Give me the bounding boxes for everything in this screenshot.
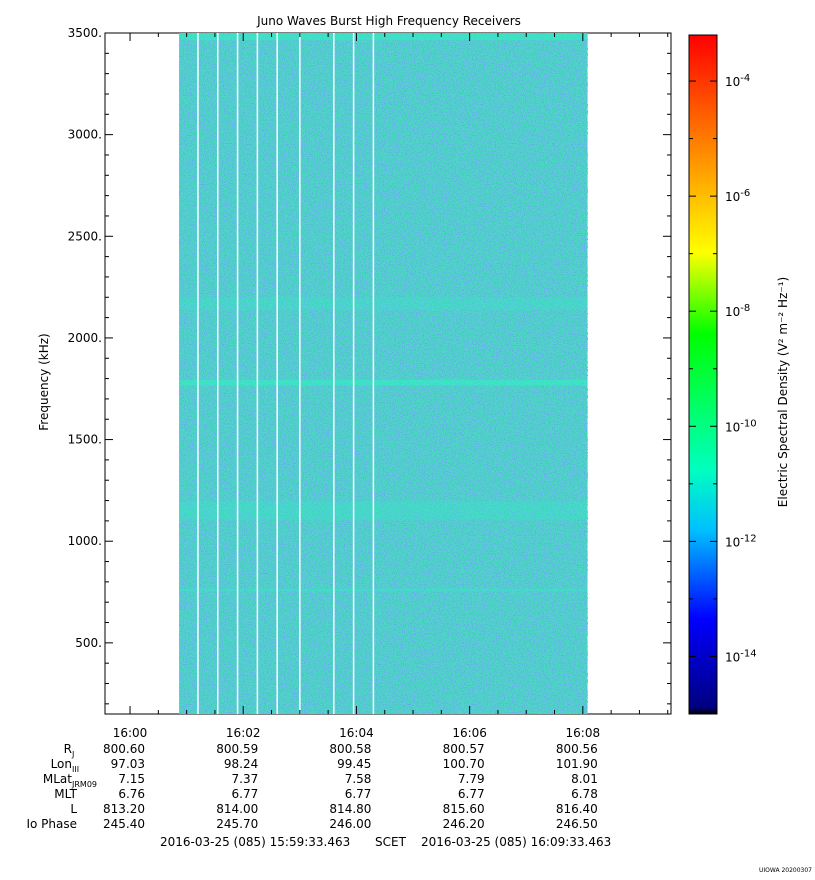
emission-band [179, 379, 588, 386]
ephemeris-row-label: L [70, 802, 77, 816]
ephemeris-value: 7.15 [118, 772, 145, 786]
emission-band [179, 297, 588, 310]
credit-text: UIOWA 20200307 [759, 867, 812, 874]
emission-band [179, 501, 588, 520]
ephemeris-value: 246.00 [329, 817, 371, 831]
ephemeris-value: 6.77 [345, 787, 372, 801]
ephemeris-value: 246.20 [443, 817, 485, 831]
y-tick-label: 2500. [68, 229, 102, 243]
ephemeris-row-subscript: J [71, 750, 74, 759]
ephemeris-value: 6.78 [571, 787, 598, 801]
y-tick-label: 3000. [68, 128, 102, 142]
ephemeris-row-label: MLat [43, 772, 72, 786]
emission-band [179, 34, 588, 41]
ephemeris-value: 6.77 [458, 787, 485, 801]
y-tick-label: 3500. [68, 26, 102, 40]
colorbar: 10-4 10-6 10-8 10-10 10-12 10-14 [688, 34, 757, 715]
footer-end: 2016-03-25 (085) 16:09:33.463 [421, 835, 611, 849]
x-axis-ticks: 16:00 16:02 16:04 16:06 16:08 [113, 33, 669, 740]
y-tick-label: 500. [75, 636, 102, 650]
ephemeris-value: 813.20 [103, 802, 145, 816]
y-axis-label: Frequency (kHz) [37, 333, 51, 430]
ephemeris-value: 245.40 [103, 817, 145, 831]
y-tick-label: 1000. [68, 534, 102, 548]
ephemeris-row-label: Lon [51, 757, 72, 771]
ephemeris-value: 815.60 [443, 802, 485, 816]
plot-area: 3500. 3000. 2500. 2000. 1500. 1000. 500. 16:00… [68, 26, 672, 740]
ephemeris-value: 245.70 [216, 817, 258, 831]
ephemeris-value: 6.77 [232, 787, 259, 801]
x-tick-label: 16:06 [452, 726, 487, 740]
ephemeris-row-label: R [64, 742, 72, 756]
ephemeris-row-label: Io Phase [26, 817, 77, 831]
ephemeris-value: 246.50 [556, 817, 598, 831]
ephemeris-value: 8.01 [571, 772, 598, 786]
x-tick-label: 16:00 [113, 726, 148, 740]
ephemeris-value: 7.58 [345, 772, 372, 786]
chart-title: Juno Waves Burst High Frequency Receiver… [256, 14, 521, 28]
ephemeris-value: 800.58 [329, 742, 371, 756]
ephemeris-value: 814.00 [216, 802, 258, 816]
ephemeris-value: 800.57 [443, 742, 485, 756]
colorbar-tick-label: 10-6 [725, 188, 750, 204]
ephemeris-row-subscript: JRM09 [71, 780, 97, 789]
ephemeris-table: R J 800.60 800.59 800.58 800.57 800.56 Lon III 97… [26, 742, 597, 831]
y-tick-label: 2000. [68, 331, 102, 345]
ephemeris-value: 6.76 [118, 787, 145, 801]
data-gaps [197, 33, 375, 714]
colorbar-gradient [688, 34, 718, 715]
ephemeris-value: 101.90 [556, 757, 598, 771]
spectrogram-speckle [179, 33, 588, 714]
footer-start: 2016-03-25 (085) 15:59:33.463 [160, 835, 350, 849]
ephemeris-value: 800.59 [216, 742, 258, 756]
ephemeris-value: 814.80 [329, 802, 371, 816]
colorbar-tick-label: 10-8 [725, 303, 750, 319]
ephemeris-value: 100.70 [443, 757, 485, 771]
ephemeris-row-label: MLT [54, 787, 77, 801]
emission-band [179, 588, 588, 592]
ephemeris-value: 98.24 [224, 757, 258, 771]
ephemeris-value: 800.56 [556, 742, 598, 756]
ephemeris-value: 800.60 [103, 742, 145, 756]
ephemeris-value: 97.03 [111, 757, 145, 771]
ephemeris-value: 7.79 [458, 772, 485, 786]
ephemeris-value: 7.37 [232, 772, 259, 786]
ephemeris-value: 816.40 [556, 802, 598, 816]
colorbar-label: Electric Spectral Density (V² m⁻² Hz⁻¹) [776, 277, 790, 507]
colorbar-tick-label: 10-12 [725, 533, 757, 549]
colorbar-tick-label: 10-10 [725, 418, 757, 434]
footer-scet: SCET [375, 835, 407, 849]
x-tick-label: 16:02 [226, 726, 261, 740]
y-axis-ticks: 3500. 3000. 2500. 2000. 1500. 1000. 500. [68, 26, 671, 705]
y-tick-label: 1500. [68, 433, 102, 447]
ephemeris-row-subscript: III [72, 765, 79, 774]
ephemeris-value: 99.45 [337, 757, 371, 771]
colorbar-tick-label: 10-14 [725, 648, 757, 664]
x-tick-label: 16:08 [566, 726, 601, 740]
colorbar-tick-label: 10-4 [725, 73, 750, 89]
x-tick-label: 16:04 [339, 726, 374, 740]
frequency-bands [179, 34, 588, 592]
